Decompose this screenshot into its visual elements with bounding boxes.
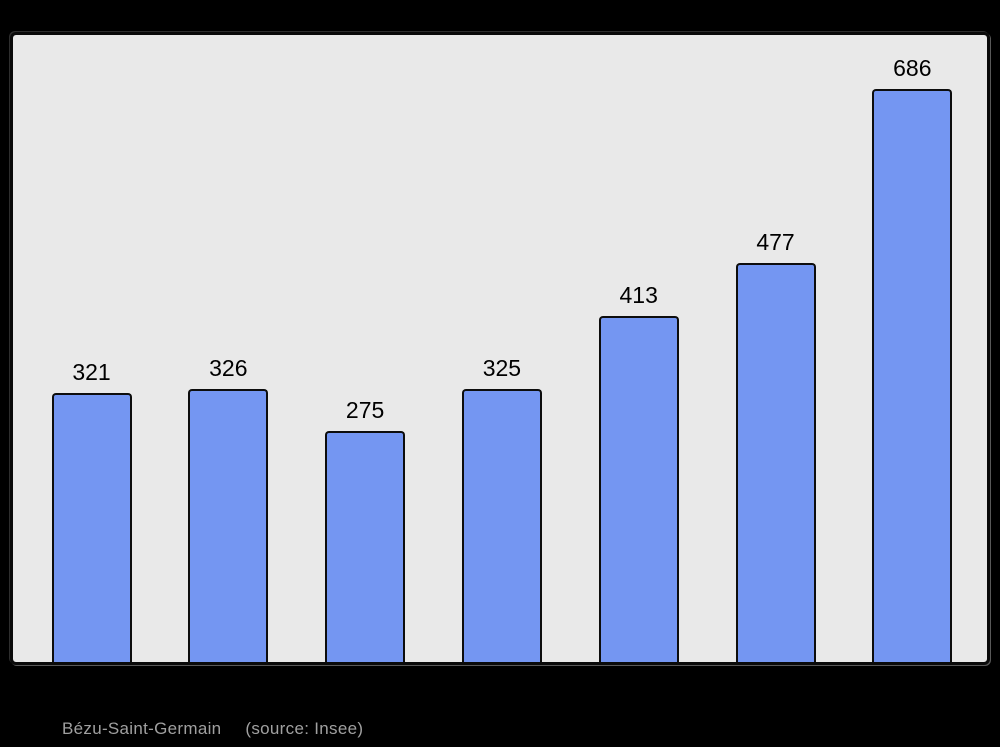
bar-value-label: 413	[619, 282, 658, 308]
bar-value-label: 686	[893, 55, 932, 81]
bar	[735, 263, 816, 662]
bar-value-label: 321	[72, 359, 111, 385]
bar-group: 325	[461, 357, 542, 662]
commune-name: Bézu-Saint-Germain	[62, 719, 222, 738]
bar	[325, 431, 406, 662]
bar-group: 326	[188, 357, 269, 662]
plot-area: 321 326 275 325 413 477 686	[10, 32, 990, 665]
chart-caption: Bézu-Saint-Germain (source: Insee)	[62, 719, 363, 739]
bar-group: 321	[51, 361, 132, 662]
bar	[188, 389, 269, 662]
bar-value-label: 477	[756, 229, 795, 255]
bar-group: 477	[735, 231, 816, 662]
bar	[461, 389, 542, 662]
bar-value-label: 326	[209, 355, 248, 381]
source-note: (source: Insee)	[245, 719, 364, 738]
bar-group: 413	[598, 284, 679, 662]
bar-value-label: 325	[482, 355, 522, 381]
bar	[872, 89, 953, 662]
bar	[51, 393, 132, 662]
bar	[598, 316, 679, 662]
bar-value-label: 275	[345, 397, 385, 423]
bar-group: 275	[325, 399, 406, 662]
bar-group: 686	[872, 57, 953, 662]
